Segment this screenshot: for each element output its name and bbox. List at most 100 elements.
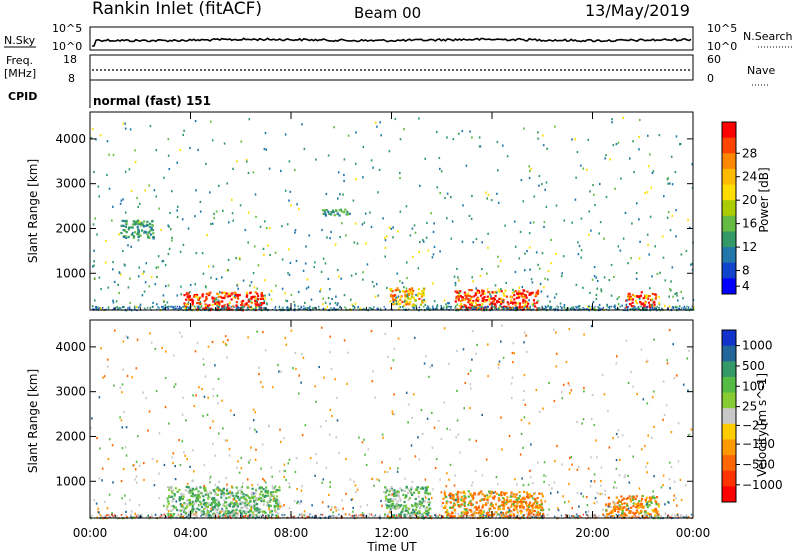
heatmap-cell <box>604 157 606 160</box>
heatmap-cell <box>252 515 256 518</box>
heatmap-cell <box>217 501 220 504</box>
heatmap-cell <box>124 446 127 449</box>
heatmap-cell <box>125 223 128 226</box>
heatmap-cell <box>529 476 532 479</box>
heatmap-cell <box>195 486 198 489</box>
heatmap-cell <box>226 439 228 442</box>
heatmap-cell <box>582 167 585 170</box>
heatmap-cell <box>621 503 624 506</box>
heatmap-cell <box>125 221 128 225</box>
heatmap-cell <box>431 411 433 415</box>
heatmap-cell <box>516 511 519 514</box>
heatmap-cell <box>327 210 330 213</box>
heatmap-cell <box>440 305 443 308</box>
heatmap-cell <box>359 307 362 310</box>
heatmap-cell <box>631 308 633 310</box>
heatmap-cell <box>627 507 630 510</box>
heatmap-cell <box>136 481 138 484</box>
heatmap-cell <box>542 508 545 512</box>
heatmap-cell <box>403 286 405 289</box>
heatmap-cell <box>652 170 655 173</box>
heatmap-cell <box>167 305 170 308</box>
heatmap-cell <box>293 500 296 503</box>
heatmap-cell <box>262 477 264 481</box>
heatmap-cell <box>410 491 413 494</box>
heatmap-cell <box>423 305 425 308</box>
heatmap-cell <box>196 497 199 500</box>
heatmap-cell <box>519 302 522 305</box>
heatmap-cell <box>580 516 582 519</box>
heatmap-cell <box>372 166 374 169</box>
heatmap-cell <box>510 505 513 508</box>
heatmap-cell <box>272 497 275 500</box>
heatmap-cell <box>469 130 471 133</box>
heatmap-cell <box>195 497 198 500</box>
heatmap-cell <box>181 497 185 501</box>
heatmap-cell <box>133 305 136 308</box>
heatmap-cell <box>650 515 653 518</box>
heatmap-cell <box>141 515 143 518</box>
heatmap-cell <box>460 498 463 501</box>
heatmap-cell <box>168 168 171 171</box>
heatmap-cell <box>621 512 624 515</box>
heatmap-cell <box>114 329 116 332</box>
heatmap-cell <box>529 504 533 507</box>
heatmap-cell <box>119 202 122 205</box>
heatmap-cell <box>241 302 244 305</box>
heatmap-cell <box>447 302 449 305</box>
heatmap-cell <box>377 294 380 297</box>
heatmap-cell <box>510 299 513 302</box>
heatmap-cell <box>638 516 640 518</box>
heatmap-cell <box>162 259 165 263</box>
heatmap-cell <box>201 293 204 297</box>
heatmap-cell <box>545 205 548 208</box>
heatmap-cell <box>671 183 674 186</box>
heatmap-cell <box>305 287 308 290</box>
heatmap-cell <box>487 496 490 499</box>
heatmap-cell <box>621 510 624 513</box>
heatmap-cell <box>335 295 337 298</box>
heatmap-cell <box>233 502 236 505</box>
heatmap-cell <box>481 299 484 302</box>
heatmap-cell <box>420 503 423 507</box>
heatmap-cell <box>330 307 332 309</box>
heatmap-cell <box>173 354 175 357</box>
heatmap-cell <box>520 306 523 309</box>
heatmap-cell <box>162 305 165 308</box>
heatmap-cell <box>184 307 186 310</box>
heatmap-cell <box>519 230 522 233</box>
heatmap-cell <box>143 461 145 465</box>
heatmap-cell <box>132 464 135 467</box>
heatmap-cell <box>183 294 186 297</box>
heatmap-cell <box>477 297 480 300</box>
heatmap-cell <box>571 463 573 466</box>
heatmap-cell <box>433 426 436 429</box>
heatmap-cell <box>456 419 459 422</box>
heatmap-cell <box>430 515 432 518</box>
heatmap-cell <box>184 454 186 457</box>
heatmap-cell <box>593 502 596 505</box>
heatmap-cell <box>449 496 452 499</box>
heatmap-cell <box>479 514 482 517</box>
heatmap-cell <box>188 515 191 518</box>
heatmap-cell <box>146 223 149 226</box>
heatmap-cell <box>158 207 160 210</box>
heatmap-cell <box>96 233 98 236</box>
heatmap-cell <box>348 212 351 215</box>
colorbar-swatch <box>722 361 736 378</box>
heatmap-cell <box>209 492 212 495</box>
heatmap-cell <box>513 515 515 517</box>
heatmap-cell <box>392 503 395 506</box>
heatmap-cell <box>495 308 498 311</box>
heatmap-cell <box>186 482 189 485</box>
heatmap-cell <box>267 244 269 247</box>
heatmap-cell <box>627 381 630 384</box>
heatmap-cell <box>567 500 570 503</box>
heatmap-cell <box>453 275 456 278</box>
heatmap-cell <box>582 513 585 516</box>
heatmap-cell <box>640 448 643 451</box>
heatmap-cell <box>321 514 324 516</box>
heatmap-cell <box>227 492 230 495</box>
heatmap-cell <box>664 512 667 515</box>
heatmap-cell <box>688 306 690 308</box>
